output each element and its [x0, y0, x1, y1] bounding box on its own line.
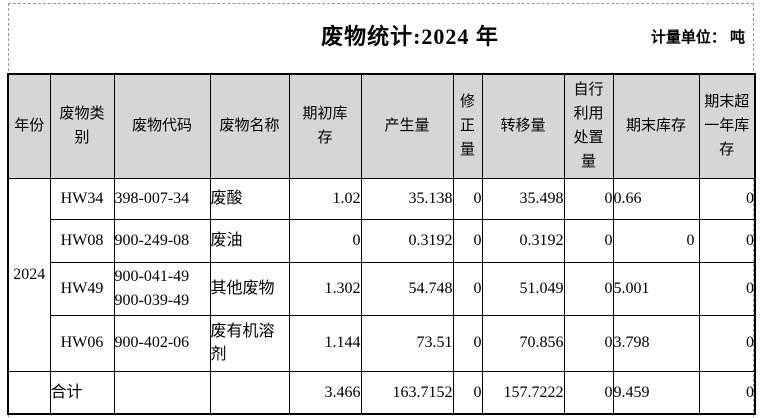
- self-disposal-cell: 0: [563, 370, 614, 415]
- code-cell: 900-402-06: [113, 314, 211, 372]
- generated-cell: 73.51: [360, 314, 454, 372]
- name-cell: [209, 370, 290, 415]
- closing-stock-cell: 3.798: [612, 314, 700, 372]
- category-cell: HW08: [49, 218, 115, 263]
- col-header-closing-stock: 期末库存: [612, 73, 700, 179]
- col-header-code: 废物代码: [113, 73, 211, 179]
- generated-cell: 54.748: [360, 261, 454, 316]
- category-cell: HW49: [49, 261, 115, 316]
- self-disposal-cell: 0: [563, 218, 614, 263]
- col-header-over-one-year-stock: 期末超 一年库 存: [698, 73, 756, 179]
- opening-stock-cell: 0: [288, 218, 362, 263]
- table-row: HW49 900-041-49 900-039-49 其他废物 1.302 54…: [8, 261, 756, 316]
- category-cell: HW06: [49, 314, 115, 372]
- header-row: 年份 废物类 别 废物代码 废物名称 期初库 存 产生量 修 正 量 转移量 自…: [7, 73, 756, 179]
- over-one-year-cell: 0: [698, 261, 756, 316]
- name-cell: 其他废物: [209, 261, 290, 316]
- table-row: 2024 HW34 398-007-34 废酸 1.02 35.138 0 35…: [7, 177, 756, 372]
- col-header-name: 废物名称: [209, 73, 290, 179]
- closing-stock-cell: 9.459: [612, 370, 700, 415]
- over-one-year-cell: 0: [698, 218, 756, 263]
- correction-cell: 0: [452, 261, 483, 316]
- correction-cell: 0: [452, 314, 483, 372]
- code-cell: 398-007-34: [113, 177, 211, 220]
- col-header-category: 废物类 别: [49, 73, 115, 179]
- opening-stock-cell: 1.144: [288, 314, 362, 372]
- col-header-generated: 产生量: [360, 73, 454, 179]
- table-row: HW08 900-249-08 废油 0 0.3192 0 0.3192 0 0…: [8, 218, 756, 263]
- table-row: HW06 900-402-06 废有机溶 剂 1.144 73.51 0 70.…: [8, 314, 756, 372]
- opening-stock-cell: 1.02: [288, 177, 362, 220]
- generated-cell: 35.138: [360, 177, 454, 220]
- over-one-year-cell: 0: [698, 314, 756, 372]
- correction-cell: 0: [452, 177, 483, 220]
- name-cell: 废有机溶 剂: [209, 314, 290, 372]
- transferred-cell: 0.3192: [481, 218, 565, 263]
- generated-cell: 0.3192: [360, 218, 454, 263]
- self-disposal-cell: 0: [563, 177, 614, 220]
- generated-cell: 163.7152: [360, 370, 454, 415]
- waste-statistics-table: 年份 废物类 别 废物代码 废物名称 期初库 存 产生量 修 正 量 转移量 自…: [7, 73, 756, 415]
- measure-unit-label: 计量单位： 吨: [650, 29, 745, 46]
- closing-stock-cell: 0: [612, 218, 700, 263]
- closing-stock-cell: 0.66: [612, 177, 700, 220]
- self-disposal-cell: 0: [563, 314, 614, 372]
- col-header-opening-stock: 期初库 存: [288, 73, 362, 179]
- over-one-year-cell: 0: [698, 177, 756, 220]
- correction-cell: 0: [452, 370, 483, 415]
- code-cell: 900-041-49 900-039-49: [113, 261, 211, 316]
- year-cell: 2024: [7, 177, 51, 372]
- total-label-cell: 合计: [49, 370, 115, 415]
- category-cell: HW34: [49, 177, 115, 220]
- over-one-year-cell: 0: [698, 370, 756, 415]
- col-header-self-disposal: 自行 利用 处置 量: [563, 73, 614, 179]
- opening-stock-cell: 3.466: [288, 370, 362, 415]
- transferred-cell: 51.049: [481, 261, 565, 316]
- code-cell: 900-249-08: [113, 218, 211, 263]
- closing-stock-cell: 5.001: [612, 261, 700, 316]
- correction-cell: 0: [452, 218, 483, 263]
- self-disposal-cell: 0: [563, 261, 614, 316]
- code-cell: [113, 370, 211, 415]
- year-cell-empty: [7, 370, 51, 415]
- transferred-cell: 157.7222: [481, 370, 565, 415]
- transferred-cell: 35.498: [481, 177, 565, 220]
- col-header-transferred: 转移量: [481, 73, 565, 179]
- name-cell: 废油: [209, 218, 290, 263]
- total-row: 合计 3.466 163.7152 0 157.7222 0 9.459 0: [7, 370, 756, 415]
- col-header-year: 年份: [7, 73, 51, 179]
- name-cell: 废酸: [209, 177, 290, 220]
- page-title: 废物统计:2024 年: [321, 24, 499, 49]
- transferred-cell: 70.856: [481, 314, 565, 372]
- opening-stock-cell: 1.302: [288, 261, 362, 316]
- col-header-correction: 修 正 量: [452, 73, 483, 179]
